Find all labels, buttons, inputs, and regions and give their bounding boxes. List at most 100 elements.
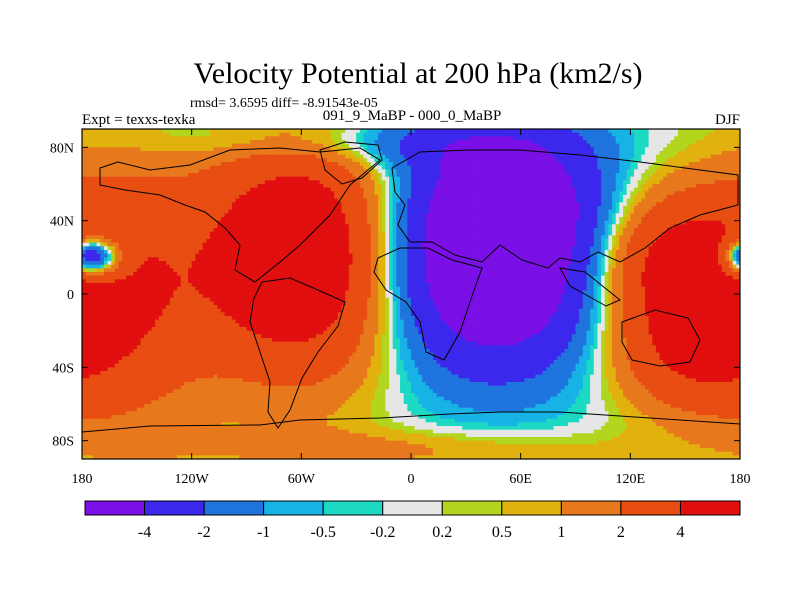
field-cell (370, 140, 376, 145)
field-cell (593, 136, 599, 141)
field-cell (714, 143, 719, 148)
field-cell (177, 209, 182, 214)
field-cell (429, 169, 434, 174)
field-cell (242, 191, 248, 196)
field-cell (107, 180, 112, 185)
field-cell (652, 129, 657, 134)
field-cell (546, 184, 551, 189)
field-cell (82, 162, 87, 167)
field-cell (217, 158, 222, 163)
field-cell (118, 176, 123, 181)
field-cell (560, 162, 566, 167)
field-cell (166, 158, 171, 163)
field-cell (447, 206, 452, 211)
field-cell (144, 184, 149, 189)
field-cell (685, 184, 690, 189)
field-cell (301, 228, 306, 233)
field-cell (111, 213, 116, 218)
field-cell (334, 213, 339, 218)
field-cell (714, 217, 719, 222)
field-cell (151, 180, 156, 185)
field-cell (378, 209, 383, 214)
field-cell (421, 151, 427, 156)
field-cell (421, 180, 427, 185)
field-cell (703, 147, 708, 152)
field-cell (125, 165, 131, 170)
field-cell (443, 220, 449, 225)
field-cell (363, 202, 368, 207)
field-cell (209, 158, 215, 163)
field-cell (341, 213, 346, 218)
field-cell (476, 206, 482, 211)
field-cell (506, 184, 511, 189)
field-cell (692, 147, 697, 152)
field-cell (436, 213, 441, 218)
field-cell (597, 165, 602, 170)
field-cell (418, 158, 423, 163)
field-cell (147, 176, 153, 181)
field-cell (337, 140, 343, 145)
field-cell (272, 213, 277, 218)
field-cell (498, 173, 503, 178)
field-cell (458, 169, 463, 174)
field-cell (451, 198, 456, 203)
field-cell (294, 217, 299, 222)
field-cell (275, 184, 280, 189)
field-cell (257, 158, 262, 163)
field-cell (326, 202, 332, 207)
field-cell (586, 132, 591, 137)
field-cell (294, 213, 299, 218)
field-cell (92, 202, 98, 207)
field-cell (85, 162, 90, 167)
field-cell (264, 162, 270, 167)
field-cell (188, 151, 193, 156)
field-cell (158, 220, 164, 225)
field-cell (579, 198, 584, 203)
field-cell (732, 184, 737, 189)
field-cell (498, 213, 503, 218)
field-cell (341, 169, 346, 174)
field-cell (264, 206, 270, 211)
field-cell (425, 162, 430, 167)
field-cell (480, 180, 485, 185)
field-cell (575, 162, 580, 167)
field-cell (458, 213, 463, 218)
field-cell (279, 202, 284, 207)
field-cell (710, 191, 716, 196)
field-cell (476, 147, 482, 152)
field-cell (509, 162, 514, 167)
field-cell (337, 154, 343, 159)
field-cell (92, 180, 98, 185)
field-cell (498, 209, 503, 214)
field-cell (385, 195, 390, 200)
field-cell (721, 143, 726, 148)
field-cell (619, 202, 624, 207)
field-cell (732, 162, 737, 167)
field-cell (308, 165, 313, 170)
field-cell (213, 206, 218, 211)
field-cell (557, 184, 562, 189)
field-cell (89, 140, 94, 145)
field-cell (188, 195, 193, 200)
field-cell (718, 165, 723, 170)
field-cell (283, 198, 288, 203)
field-cell (89, 129, 94, 134)
field-cell (527, 147, 533, 152)
field-cell (619, 165, 624, 170)
field-cell (418, 147, 423, 152)
field-cell (151, 140, 156, 145)
field-cell (268, 224, 273, 229)
field-cell (202, 129, 207, 134)
field-cell (286, 140, 291, 145)
field-cell (425, 158, 430, 163)
field-cell (363, 217, 368, 222)
field-cell (407, 158, 412, 163)
field-cell (685, 202, 690, 207)
field-cell (103, 209, 109, 214)
field-cell (82, 198, 87, 203)
field-cell (231, 228, 237, 233)
field-cell (707, 140, 712, 145)
field-cell (721, 140, 726, 145)
field-cell (114, 173, 120, 178)
field-cell (736, 162, 740, 167)
